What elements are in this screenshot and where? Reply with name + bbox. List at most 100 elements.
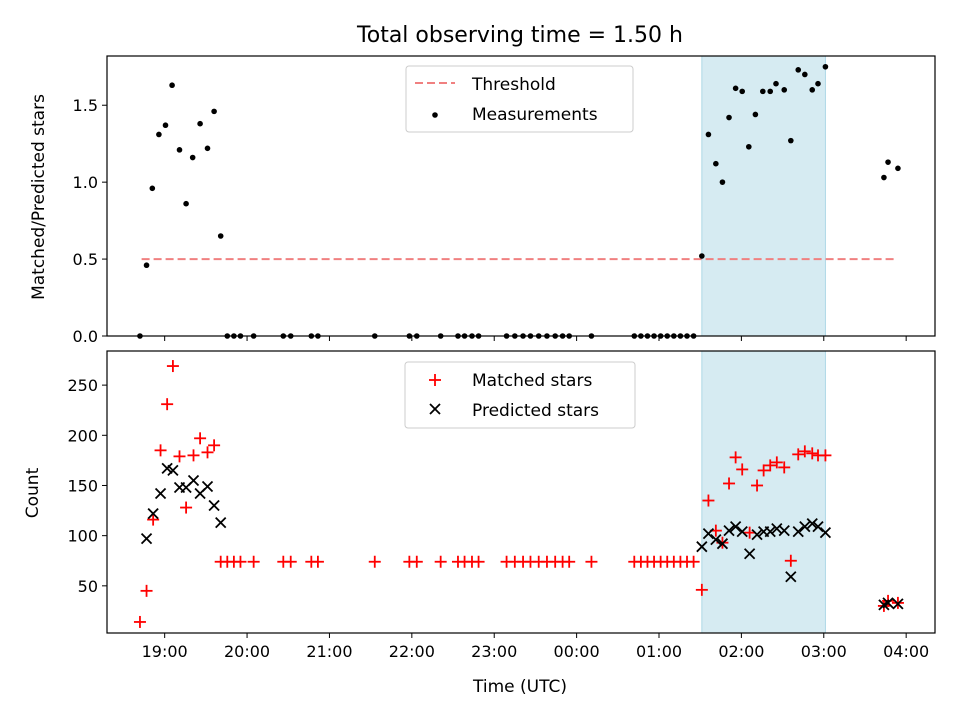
matched-point xyxy=(695,583,708,596)
count-panel-frame xyxy=(106,350,936,634)
measurement-point xyxy=(143,262,150,269)
measurement-point xyxy=(204,145,211,152)
predicted-point xyxy=(201,480,214,493)
matched-point xyxy=(687,555,700,568)
measurement-point xyxy=(822,63,829,70)
matched-point xyxy=(410,555,423,568)
matched-point xyxy=(751,479,764,492)
ratio-y-axis-label: Matched/Predicted stars xyxy=(29,94,49,300)
measurement-point xyxy=(719,179,726,185)
ratio-y-tick-label: 0.5 xyxy=(73,250,98,269)
count-y-tick-label: 100 xyxy=(67,527,98,546)
x-tick-label: 00:00 xyxy=(554,642,600,661)
predicted-point xyxy=(736,526,748,538)
measurement-point xyxy=(767,88,774,95)
legend-matched-swatch xyxy=(429,374,441,386)
measurement-point xyxy=(169,82,175,89)
predicted-point xyxy=(723,525,735,537)
ratio-y-tick-label: 0.0 xyxy=(73,327,98,346)
matched-point xyxy=(166,360,179,373)
legend-predicted-swatch xyxy=(429,403,441,415)
matched-point xyxy=(723,477,736,490)
matched-point xyxy=(743,526,756,539)
measurement-point xyxy=(176,147,183,153)
matched-point xyxy=(757,464,770,477)
matched-point xyxy=(187,449,200,462)
ratio-panel: 0.0 0.5 1.0 1.5 Matched/Predicted stars Thr… xyxy=(29,55,936,346)
matched-point xyxy=(147,513,160,526)
x-tick-label: 21:00 xyxy=(306,642,352,661)
legend-threshold-label: Threshold xyxy=(471,75,556,95)
x-tick-label: 03:00 xyxy=(801,642,847,661)
predicted-point xyxy=(778,525,790,537)
count-panel: 50 100 150 200 250 19:00 20:00 21:00 22:00 23:00… xyxy=(23,350,936,661)
x-tick-label: 22:00 xyxy=(389,642,435,661)
legend-measurements-label: Measurements xyxy=(472,105,598,125)
measurement-point xyxy=(713,160,719,167)
predicted-point xyxy=(215,516,227,529)
matched-point xyxy=(133,615,146,628)
matched-point xyxy=(154,444,167,457)
matched-point xyxy=(806,447,819,460)
matched-point xyxy=(434,555,447,568)
measurement-point xyxy=(895,165,901,172)
matched-point xyxy=(247,555,260,568)
matched-point xyxy=(284,555,297,568)
predicted-point xyxy=(819,527,832,539)
measurement-point xyxy=(705,131,712,138)
measurement-point xyxy=(885,159,891,165)
x-tick-label: 02:00 xyxy=(718,642,764,661)
measurement-point xyxy=(183,200,189,207)
matched-point xyxy=(792,448,805,461)
predicted-point xyxy=(696,541,708,553)
x-axis-label: Time (UTC) xyxy=(472,677,567,697)
measurement-point xyxy=(881,174,887,181)
predicted-point xyxy=(882,597,894,609)
legend-predicted-label: Predicted stars xyxy=(472,401,599,421)
ratio-y-tick-label: 1.0 xyxy=(73,173,98,192)
matched-point xyxy=(472,555,485,568)
count-y-tick-label: 150 xyxy=(67,476,98,495)
count-legend: Matched stars Predicted stars xyxy=(404,361,636,429)
matched-point xyxy=(702,494,715,507)
matched-point xyxy=(736,463,749,476)
measurement-point xyxy=(746,143,752,150)
predicted-point xyxy=(702,528,715,540)
matched-point xyxy=(819,449,832,462)
predicted-point xyxy=(187,474,200,487)
count-y-axis-label: Count xyxy=(23,467,43,518)
predicted-point xyxy=(792,526,804,538)
predicted-point xyxy=(764,526,776,538)
predicted-point xyxy=(812,520,824,533)
measurement-point xyxy=(815,80,821,87)
measurement-point xyxy=(189,154,196,161)
matched-point xyxy=(311,555,324,568)
measurement-point xyxy=(781,87,788,93)
ratio-highlight-span xyxy=(701,55,826,337)
ratio-panel-frame xyxy=(106,55,936,337)
matched-point xyxy=(208,439,221,452)
measurement-point xyxy=(217,233,224,239)
legend-measurements-swatch xyxy=(432,112,438,118)
matched-point xyxy=(140,584,153,597)
count-y-tick-label: 200 xyxy=(67,426,98,445)
measurement-point xyxy=(752,111,759,118)
measurement-point xyxy=(732,85,739,92)
predicted-point xyxy=(806,517,818,530)
measurement-point xyxy=(802,71,808,78)
measurement-point xyxy=(788,137,794,144)
measurement-point xyxy=(149,185,156,192)
matched-point xyxy=(764,459,777,472)
matched-point xyxy=(784,554,797,567)
x-tick-label: 19:00 xyxy=(142,642,188,661)
x-tick-label: 20:00 xyxy=(224,642,270,661)
matched-point xyxy=(180,501,193,514)
measurement-point xyxy=(809,87,816,93)
predicted-point xyxy=(799,520,811,533)
matched-point xyxy=(770,456,783,469)
measurement-point xyxy=(726,114,732,121)
count-y-tick-label: 250 xyxy=(67,376,98,395)
measurement-point xyxy=(760,88,766,95)
matched-point xyxy=(729,451,742,464)
